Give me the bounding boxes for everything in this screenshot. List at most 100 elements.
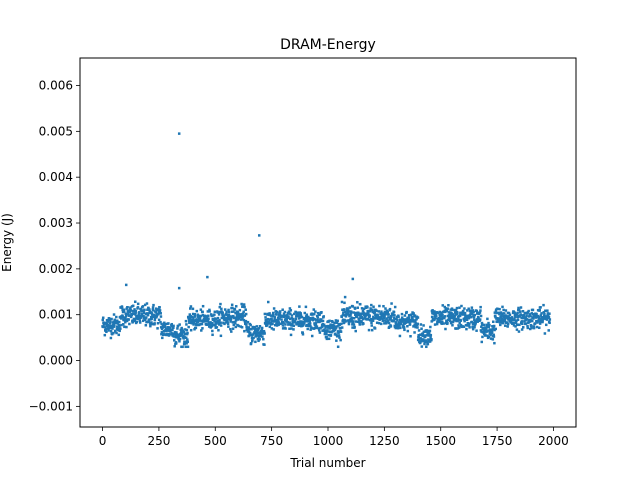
scatter-point [326,329,329,332]
scatter-point [332,326,335,330]
scatter-point [156,322,160,325]
scatter-point [389,325,393,328]
scatter-point [411,320,415,323]
scatter-point [299,312,302,315]
scatter-point [349,313,352,317]
scatter-point [234,305,238,308]
scatter-point [178,340,181,343]
scatter-point [264,322,267,325]
scatter-point [124,316,127,320]
scatter-point [450,311,453,315]
scatter-point [163,321,166,325]
scatter-point [487,335,491,339]
x-tick-label: 1000 [313,434,344,448]
scatter-point [357,317,360,320]
scatter-point [529,318,532,321]
scatter-point [479,314,483,318]
scatter-point [149,324,152,328]
scatter-point [525,314,528,318]
scatter-point [306,327,309,331]
scatter-point [372,315,375,319]
scatter-point [447,311,451,314]
scatter-point [501,305,504,309]
scatter-point [132,309,136,313]
scatter-point [340,315,343,319]
scatter-point [322,323,326,326]
scatter-point [132,312,135,316]
scatter-point [371,317,374,321]
scatter-point [498,307,501,311]
scatter-point [388,325,391,329]
scatter-point [116,322,119,325]
y-tick-label: 0.000 [39,354,73,368]
scatter-point [125,319,129,323]
scatter-point [468,326,471,329]
scatter-point [247,334,250,338]
scatter-point [177,132,181,135]
scatter-point [180,333,184,336]
scatter-point [133,308,136,311]
scatter-point [533,322,537,325]
scatter-point [319,326,322,330]
scatter-point [521,309,525,313]
scatter-point [443,305,447,309]
scatter-point [316,311,320,315]
scatter-point [430,338,433,341]
scatter-point [230,310,234,313]
scatter-point [201,313,205,317]
scatter-point [357,313,361,317]
scatter-point [531,308,535,312]
scatter-point [340,322,343,326]
scatter-point [526,324,529,328]
scatter-point [362,311,365,315]
scatter-point [375,309,378,312]
scatter-point [130,313,134,317]
scatter-point [487,321,490,325]
scatter-point [181,329,185,333]
scatter-point [191,307,195,311]
scatter-point [118,329,121,333]
scatter-point [366,306,369,309]
scatter-point [351,326,354,329]
scatter-point [447,304,450,307]
scatter-point [507,311,511,315]
scatter-point [522,314,526,317]
scatter-point [524,322,528,325]
scatter-point [381,317,384,320]
scatter-point [284,323,287,326]
scatter-point [272,307,276,310]
scatter-point [328,319,331,323]
scatter-point [254,340,257,344]
scatter-point [201,310,204,314]
scatter-point [174,335,178,339]
scatter-point [508,313,512,317]
scatter-point [416,326,419,329]
scatter-point [516,318,520,322]
scatter-point [266,317,270,321]
scatter-point [432,312,435,315]
scatter-point [475,309,479,313]
scatter-point [297,324,301,327]
scatter-point [151,322,154,326]
scatter-point [456,311,459,315]
scatter-point [439,313,442,316]
scatter-point [116,320,119,324]
scatter-point [152,309,155,312]
scatter-point [304,317,307,321]
scatter-point [460,304,463,308]
scatter-point [473,323,477,327]
scatter-point [141,305,145,308]
scatter-point [346,311,350,315]
scatter-point [256,334,259,337]
scatter-point [204,315,208,318]
scatter-point [547,314,550,318]
scatter-point [464,315,467,318]
scatter-point [397,322,401,326]
scatter-point [501,319,505,323]
scatter-point [523,311,527,315]
scatter-point [292,324,295,328]
scatter-point [276,316,280,319]
scatter-point [114,321,117,325]
scatter-point [188,313,192,316]
scatter-point [329,330,332,334]
